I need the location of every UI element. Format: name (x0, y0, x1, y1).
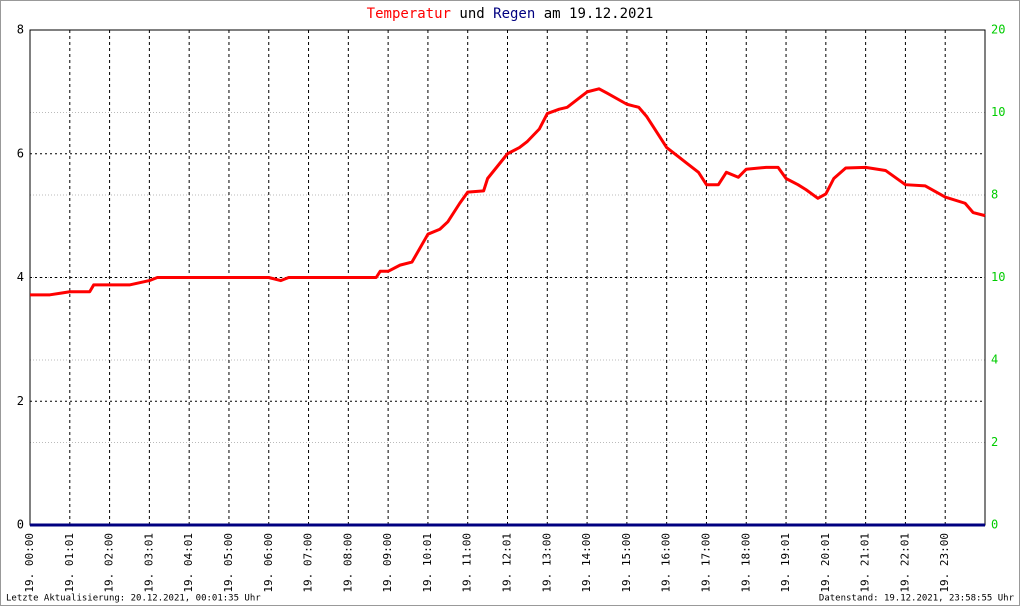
x-tick-label: 19. 22:01 (898, 533, 911, 593)
x-tick-label: 19. 12:01 (501, 533, 514, 593)
x-tick-label: 19. 09:00 (381, 533, 394, 593)
x-tick-label: 19. 11:00 (461, 533, 474, 593)
x-tick-label: 19. 07:00 (302, 533, 315, 593)
x-tick-label: 19. 15:00 (620, 533, 633, 593)
footer-right: Datenstand: 19.12.2021, 23:58:55 Uhr (819, 594, 1015, 604)
y-tick-label: 6 (17, 146, 24, 160)
x-tick-label: 19. 14:00 (580, 533, 593, 593)
y-tick-label: 4 (17, 270, 24, 284)
x-tick-label: 19. 00:00 (23, 533, 36, 593)
x-tick-label: 19. 04:01 (182, 533, 195, 593)
x-tick-label: 19. 05:00 (222, 533, 235, 593)
title-series: Temperatur (367, 6, 451, 22)
x-tick-label: 19. 17:00 (699, 533, 712, 593)
x-tick-label: 19. 10:01 (421, 533, 434, 593)
x-tick-label: 19. 02:00 (103, 533, 116, 593)
x-tick-label: 19. 06:00 (262, 533, 275, 593)
y2-tick-label: 20 (991, 23, 1005, 37)
x-tick-label: 19. 08:00 (341, 533, 354, 593)
y2-tick-label: 8 (991, 188, 998, 202)
y2-tick-label: 10 (991, 105, 1005, 119)
x-tick-label: 19. 16:00 (660, 533, 673, 593)
x-tick-label: 19. 01:01 (63, 533, 76, 593)
x-tick-label: 19. 03:01 (142, 533, 155, 593)
x-tick-label: 19. 19:01 (779, 533, 792, 593)
y2-tick-label: 2 (991, 435, 998, 449)
x-tick-label: 19. 13:00 (540, 533, 553, 593)
x-tick-label: 19. 20:01 (819, 533, 832, 593)
y2-tick-label: 4 (991, 353, 998, 367)
y2-tick-label: 10 (991, 270, 1005, 284)
footer-left: Letzte Aktualisierung: 20.12.2021, 00:01… (6, 594, 261, 604)
x-tick-label: 19. 23:00 (938, 533, 951, 593)
title-part: am 19.12.2021 (544, 6, 654, 22)
series-line (30, 87, 986, 297)
title-part: und (459, 6, 484, 22)
y2-tick-label: 0 (991, 518, 998, 532)
x-tick-label: 19. 21:01 (859, 533, 872, 593)
x-tick-label: 19. 18:00 (739, 533, 752, 593)
title-series: Regen (493, 6, 535, 22)
y-tick-label: 2 (17, 394, 24, 408)
chart-title: Temperatur und Regen am 19.12.2021 (367, 6, 654, 22)
y-tick-label: 0 (17, 518, 24, 532)
y-tick-label: 8 (17, 23, 24, 37)
